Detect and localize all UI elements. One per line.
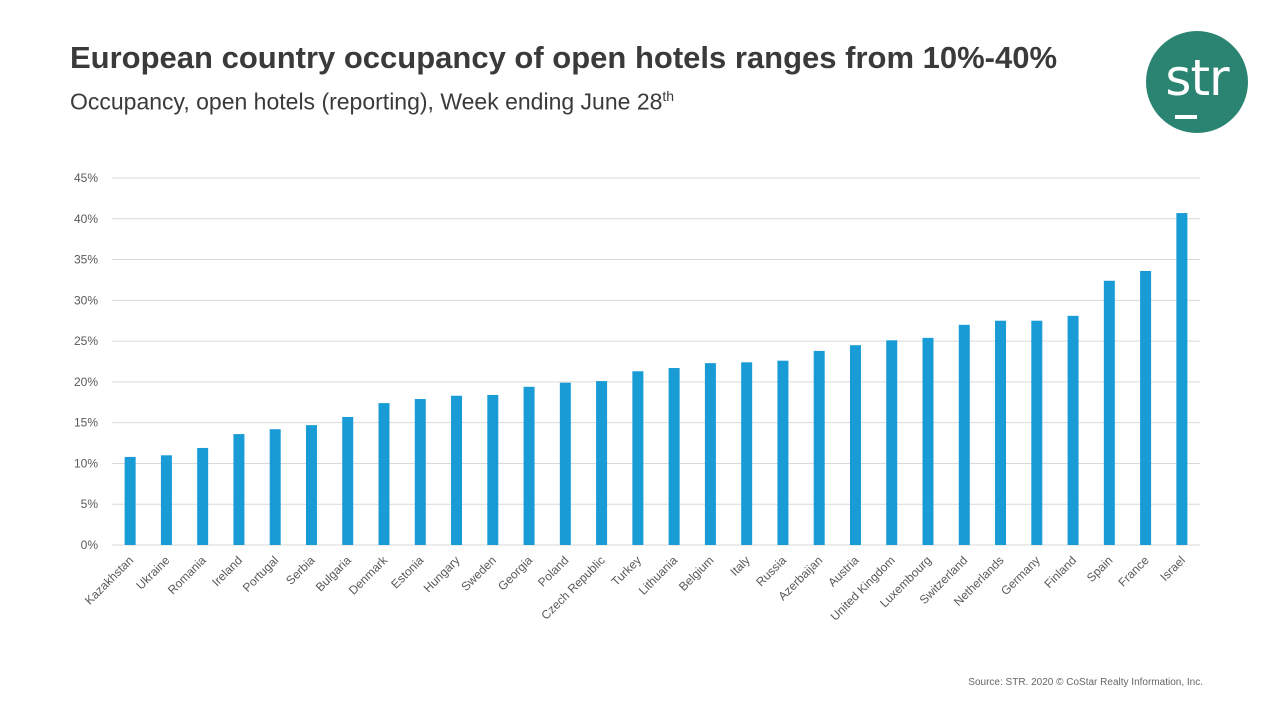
page-title: European country occupancy of open hotel… [70,40,1058,75]
x-tick-label: Israel [1157,553,1188,584]
bar [922,337,934,545]
bar [813,350,825,545]
x-tick-label: Portugal [240,553,282,595]
y-tick-label: 25% [74,334,98,348]
bar [741,362,753,545]
x-tick-label: United Kingdom [828,553,898,623]
bar [233,434,245,545]
x-tick-label: Lithuania [636,553,681,598]
bar [124,456,136,545]
bar [305,425,317,545]
bar [487,394,499,545]
x-tick-label: Serbia [283,553,318,588]
bar [958,324,970,545]
y-tick-label: 30% [74,293,98,307]
y-tick-label: 10% [74,456,98,470]
x-tick-label: Sweden [458,553,499,594]
subtitle-superscript: th [662,88,675,104]
y-tick-label: 5% [81,497,99,511]
bar [995,320,1007,545]
x-tick-label: Georgia [495,553,535,593]
y-tick-label: 0% [81,538,99,552]
x-tick-label: Spain [1084,553,1116,585]
x-tick-label: Czech Republic [538,553,607,622]
x-tick-label: Denmark [346,553,391,598]
bar [777,360,789,545]
bar [1103,280,1115,545]
x-tick-label: Hungary [421,553,463,595]
x-tick-label: Belgium [676,553,717,594]
y-tick-label: 15% [74,416,98,430]
x-tick-label: Romania [165,553,209,597]
bar [668,368,680,545]
subtitle-text: Occupancy, open hotels (reporting), Week… [70,88,663,115]
source-note: Source: STR. 2020 © CoStar Realty Inform… [968,677,1203,688]
bar [704,363,716,545]
bar [160,455,172,545]
bar [342,416,354,545]
bar [1067,315,1079,545]
x-tick-label: Italy [727,553,752,578]
y-tick-label: 40% [74,212,98,226]
bar [523,386,535,545]
x-tick-label: Kazakhstan [82,553,136,607]
bar [632,371,644,545]
bar [269,429,281,545]
x-tick-label: Finland [1041,553,1079,591]
y-tick-label: 45% [74,171,98,185]
bar [886,340,898,545]
x-tick-label: Germany [998,553,1043,598]
logo-underline [1175,115,1197,119]
y-tick-label: 20% [74,375,98,389]
logo-text: str [1165,49,1229,107]
page-subtitle: Occupancy, open hotels (reporting), Week… [70,88,674,116]
bar [378,403,390,545]
bar [1176,213,1188,545]
bar [559,382,571,545]
bar [451,395,463,545]
bar [849,345,861,545]
x-tick-label: Turkey [608,553,644,589]
bar [1031,320,1043,545]
bar [197,447,209,545]
bar [596,381,608,545]
y-tick-label: 35% [74,253,98,267]
bar [1140,270,1152,545]
x-tick-label: France [1115,553,1152,590]
str-logo: str [1146,31,1248,133]
bar [414,399,426,545]
